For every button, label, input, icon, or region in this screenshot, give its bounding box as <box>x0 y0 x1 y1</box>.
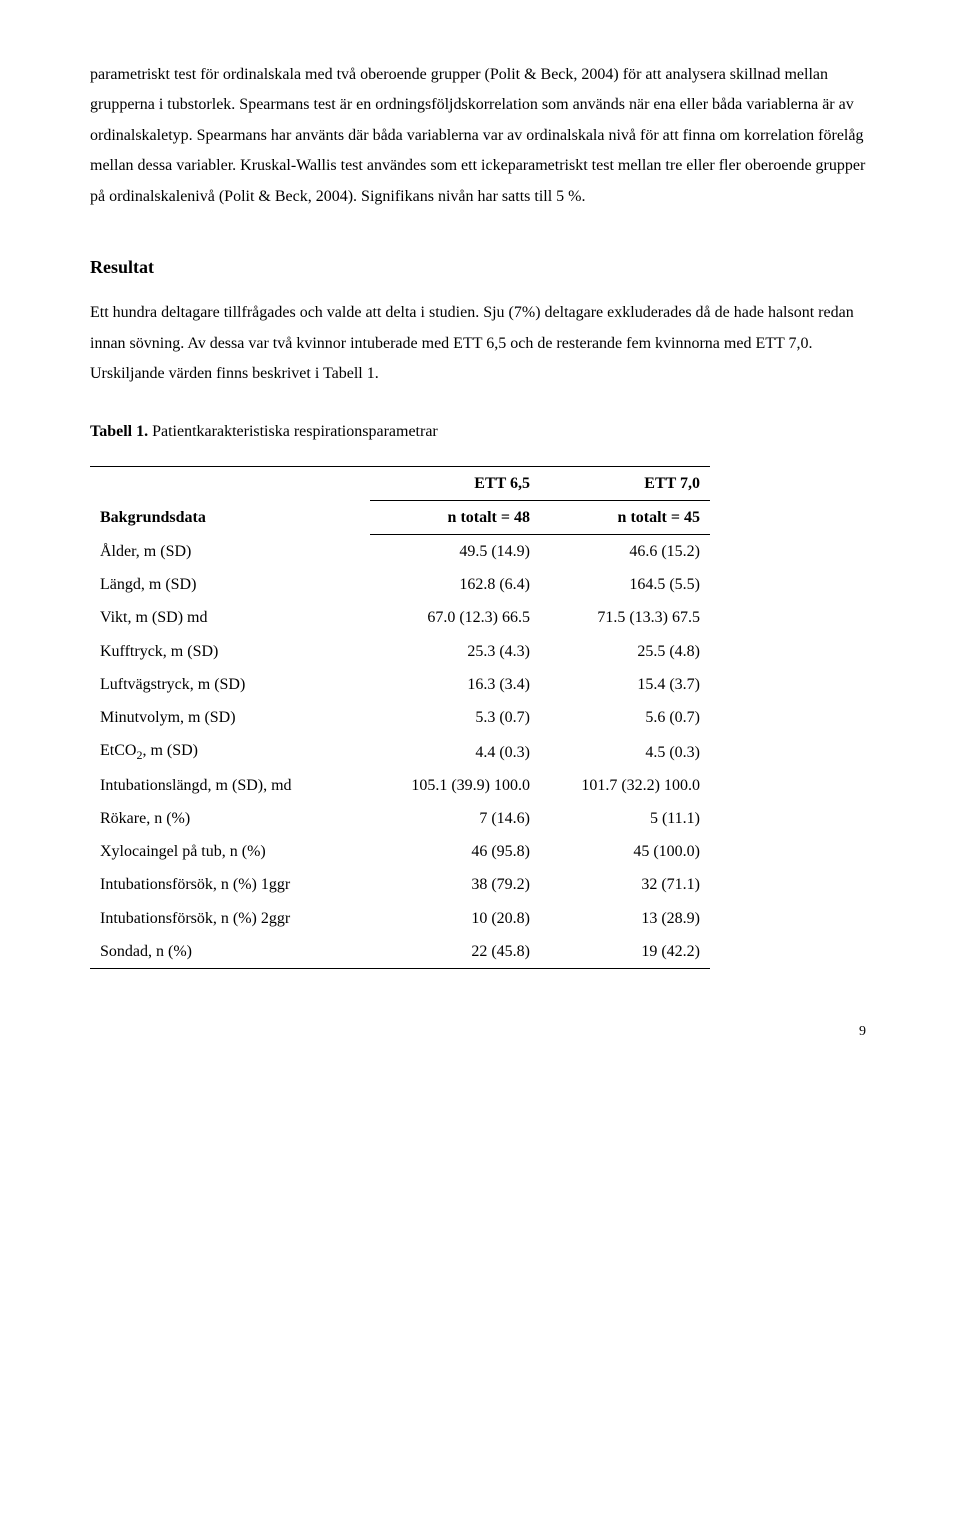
table-cell-value: 49.5 (14.9) <box>370 535 540 569</box>
table-cell-label: Luftvägstryck, m (SD) <box>90 668 370 701</box>
table-cell-label: EtCO2, m (SD) <box>90 734 370 769</box>
table-cell-value: 5.3 (0.7) <box>370 701 540 734</box>
table-cell-value: 101.7 (32.2) 100.0 <box>540 769 710 802</box>
resultat-paragraph: Ett hundra deltagare tillfrågades och va… <box>90 298 870 389</box>
table-cell-value: 5 (11.1) <box>540 802 710 835</box>
table-cell-label: Intubationslängd, m (SD), md <box>90 769 370 802</box>
table-cell-label: Intubationsförsök, n (%) 1ggr <box>90 868 370 901</box>
table-cell-label: Ålder, m (SD) <box>90 535 370 569</box>
table-row: Intubationslängd, m (SD), md105.1 (39.9)… <box>90 769 710 802</box>
intro-paragraph: parametriskt test för ordinalskala med t… <box>90 60 870 212</box>
table-cell-value: 22 (45.8) <box>370 935 540 969</box>
table-header-row-1: Bakgrundsdata ETT 6,5 ETT 7,0 <box>90 466 710 500</box>
table-cell-value: 162.8 (6.4) <box>370 568 540 601</box>
table-cell-value: 67.0 (12.3) 66.5 <box>370 601 540 634</box>
table-cell-value: 4.5 (0.3) <box>540 734 710 769</box>
table-cell-value: 45 (100.0) <box>540 835 710 868</box>
table-header-col2-r1: ETT 7,0 <box>540 466 710 500</box>
table-row: Minutvolym, m (SD)5.3 (0.7)5.6 (0.7) <box>90 701 710 734</box>
table-row: Xylocaingel på tub, n (%)46 (95.8)45 (10… <box>90 835 710 868</box>
table-cell-label: Xylocaingel på tub, n (%) <box>90 835 370 868</box>
table-row: Rökare, n (%)7 (14.6)5 (11.1) <box>90 802 710 835</box>
table-caption-text: Patientkarakteristiska respirationsparam… <box>148 423 438 440</box>
table-cell-label: Rökare, n (%) <box>90 802 370 835</box>
table-header-col1-r2: n totalt = 48 <box>370 500 540 534</box>
table-caption: Tabell 1. Patientkarakteristiska respira… <box>90 417 870 447</box>
table-cell-label: Kufftryck, m (SD) <box>90 635 370 668</box>
table-row: Sondad, n (%)22 (45.8)19 (42.2) <box>90 935 710 969</box>
table-cell-value: 71.5 (13.3) 67.5 <box>540 601 710 634</box>
table-row: Ålder, m (SD)49.5 (14.9)46.6 (15.2) <box>90 535 710 569</box>
table-cell-value: 5.6 (0.7) <box>540 701 710 734</box>
table-cell-label: Längd, m (SD) <box>90 568 370 601</box>
table-cell-label: Sondad, n (%) <box>90 935 370 969</box>
table-cell-value: 15.4 (3.7) <box>540 668 710 701</box>
table-cell-value: 10 (20.8) <box>370 902 540 935</box>
table-cell-label: Vikt, m (SD) md <box>90 601 370 634</box>
table-cell-value: 46.6 (15.2) <box>540 535 710 569</box>
table-cell-value: 16.3 (3.4) <box>370 668 540 701</box>
table-cell-value: 7 (14.6) <box>370 802 540 835</box>
table-cell-label: Intubationsförsök, n (%) 2ggr <box>90 902 370 935</box>
table-cell-value: 46 (95.8) <box>370 835 540 868</box>
table-row: Längd, m (SD)162.8 (6.4)164.5 (5.5) <box>90 568 710 601</box>
table-cell-value: 25.3 (4.3) <box>370 635 540 668</box>
table-cell-value: 164.5 (5.5) <box>540 568 710 601</box>
table-cell-value: 38 (79.2) <box>370 868 540 901</box>
table-cell-label: Minutvolym, m (SD) <box>90 701 370 734</box>
table-row: Luftvägstryck, m (SD)16.3 (3.4)15.4 (3.7… <box>90 668 710 701</box>
table-row: Intubationsförsök, n (%) 1ggr38 (79.2)32… <box>90 868 710 901</box>
patient-characteristics-table: Bakgrundsdata ETT 6,5 ETT 7,0 n totalt =… <box>90 466 710 969</box>
table-cell-value: 105.1 (39.9) 100.0 <box>370 769 540 802</box>
table-cell-value: 32 (71.1) <box>540 868 710 901</box>
table-cell-value: 4.4 (0.3) <box>370 734 540 769</box>
table-row: Vikt, m (SD) md67.0 (12.3) 66.571.5 (13.… <box>90 601 710 634</box>
table-header-col1-r1: ETT 6,5 <box>370 466 540 500</box>
table-row: EtCO2, m (SD)4.4 (0.3)4.5 (0.3) <box>90 734 710 769</box>
table-header-col0: Bakgrundsdata <box>90 466 370 534</box>
table-row: Intubationsförsök, n (%) 2ggr10 (20.8)13… <box>90 902 710 935</box>
table-header-col2-r2: n totalt = 45 <box>540 500 710 534</box>
table-cell-value: 19 (42.2) <box>540 935 710 969</box>
table-cell-value: 13 (28.9) <box>540 902 710 935</box>
table-cell-value: 25.5 (4.8) <box>540 635 710 668</box>
table-row: Kufftryck, m (SD)25.3 (4.3)25.5 (4.8) <box>90 635 710 668</box>
page-number: 9 <box>90 1019 870 1046</box>
table-caption-label: Tabell 1. <box>90 423 148 440</box>
section-heading-resultat: Resultat <box>90 250 870 284</box>
